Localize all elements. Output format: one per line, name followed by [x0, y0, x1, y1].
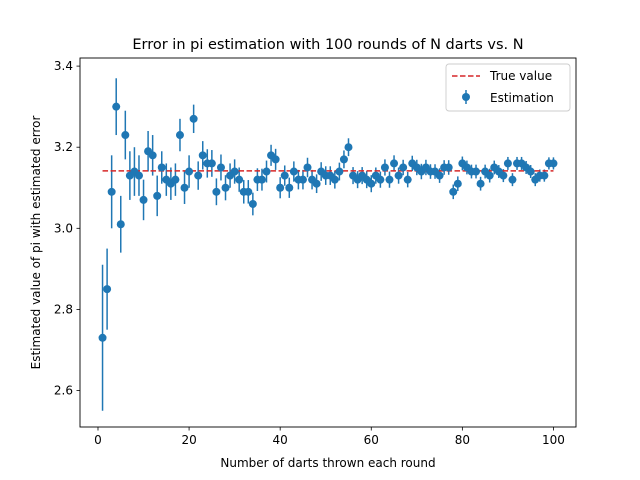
- data-point: [248, 199, 257, 208]
- data-point: [244, 187, 253, 196]
- data-point: [390, 159, 399, 168]
- data-point: [103, 285, 112, 294]
- legend-estimation-label: Estimation: [490, 91, 554, 105]
- plot-frame: [79, 57, 577, 428]
- data-point: [157, 163, 166, 172]
- x-tick-label: 40: [273, 433, 288, 447]
- y-tick-label: 3.2: [54, 140, 73, 154]
- data-point: [112, 102, 121, 111]
- data-point: [216, 163, 225, 172]
- data-point: [121, 131, 130, 140]
- data-point: [339, 155, 348, 164]
- data-point: [212, 187, 221, 196]
- data-point: [476, 179, 485, 188]
- chart-title: Error in pi estimation with 100 rounds o…: [132, 37, 523, 53]
- data-point: [139, 195, 148, 204]
- data-point: [312, 179, 321, 188]
- y-tick-label: 3.4: [54, 59, 73, 73]
- data-point: [107, 187, 116, 196]
- data-point: [503, 159, 512, 168]
- data-point: [180, 183, 189, 192]
- data-point: [367, 179, 376, 188]
- legend: True value Estimation: [445, 63, 571, 112]
- data-point: [148, 151, 157, 160]
- data-point: [175, 131, 184, 140]
- data-point: [499, 171, 508, 180]
- data-point: [453, 179, 462, 188]
- data-point: [335, 167, 344, 176]
- data-point: [508, 175, 517, 184]
- data-point: [98, 333, 107, 342]
- data-point: [485, 171, 494, 180]
- data-point: [380, 163, 389, 172]
- y-axis-ticks: 2.6 2.8 3.0 3.2 3.4: [54, 59, 80, 398]
- data-point: [221, 183, 230, 192]
- data-point: [549, 159, 558, 168]
- data-point: [303, 163, 312, 172]
- data-point: [344, 143, 353, 152]
- y-axis-label: Estimated value of pi with estimated err…: [29, 116, 43, 370]
- x-tick-label: 80: [455, 433, 470, 447]
- legend-true-value-label: True value: [489, 69, 552, 83]
- data-point: [271, 155, 280, 164]
- x-tick-label: 100: [542, 433, 565, 447]
- y-tick-label: 3.0: [54, 221, 73, 235]
- data-point: [185, 167, 194, 176]
- x-tick-label: 20: [181, 433, 196, 447]
- data-point: [285, 183, 294, 192]
- data-point: [472, 167, 481, 176]
- data-point: [540, 171, 549, 180]
- y-tick-label: 2.6: [54, 384, 73, 398]
- data-points: [98, 102, 558, 342]
- data-point: [435, 171, 444, 180]
- x-axis-ticks: 0 20 40 60 80 100: [94, 427, 565, 447]
- data-point: [276, 183, 285, 192]
- data-point: [526, 167, 535, 176]
- data-point: [289, 167, 298, 176]
- data-point: [207, 159, 216, 168]
- data-point: [298, 175, 307, 184]
- data-point: [330, 175, 339, 184]
- data-point: [449, 187, 458, 196]
- data-point: [403, 175, 412, 184]
- x-tick-label: 0: [94, 433, 102, 447]
- data-point: [394, 171, 403, 180]
- data-point: [230, 167, 239, 176]
- data-point: [116, 220, 125, 229]
- x-axis-label: Number of darts thrown each round: [220, 456, 435, 470]
- data-point: [376, 175, 385, 184]
- x-tick-label: 60: [364, 433, 379, 447]
- data-point: [399, 163, 408, 172]
- data-point: [171, 175, 180, 184]
- data-point: [134, 171, 143, 180]
- data-point: [198, 151, 207, 160]
- data-point: [153, 191, 162, 200]
- data-point: [189, 114, 198, 123]
- data-point: [235, 175, 244, 184]
- data-point: [194, 171, 203, 180]
- data-point: [257, 175, 266, 184]
- data-point: [444, 163, 453, 172]
- data-point: [385, 175, 394, 184]
- data-point: [262, 167, 271, 176]
- data-point: [280, 171, 289, 180]
- y-tick-label: 2.8: [54, 302, 73, 316]
- legend-estimation-marker: [462, 93, 470, 101]
